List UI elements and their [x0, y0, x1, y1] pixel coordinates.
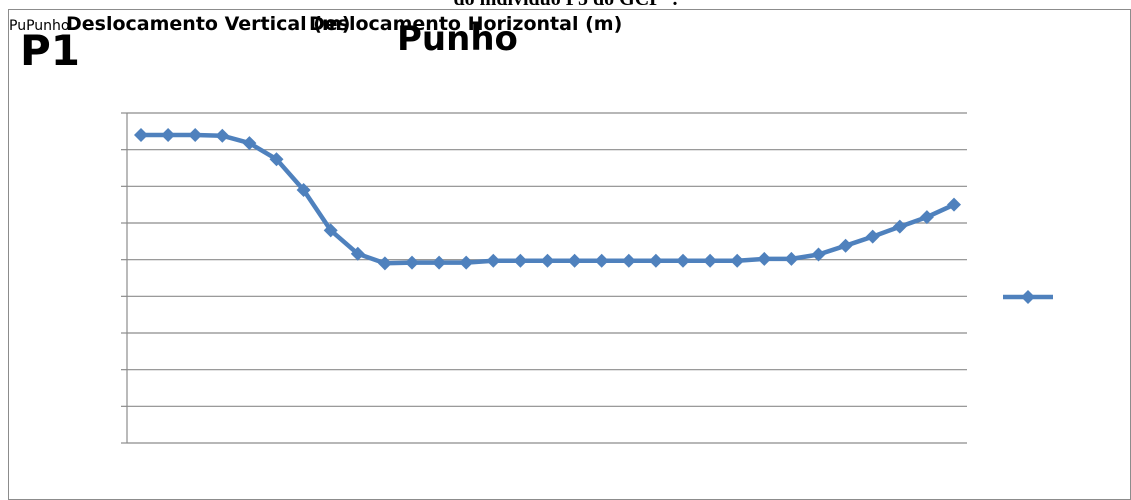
series-line: [141, 132, 955, 266]
data-point: [513, 253, 528, 268]
data-point: [811, 247, 826, 262]
data-point: [323, 223, 338, 238]
data-point: [757, 251, 772, 266]
data-point: [594, 253, 609, 268]
participant-label: P1: [20, 26, 81, 75]
data-point: [459, 255, 474, 270]
data-point: [947, 197, 961, 212]
vertical-displacement-label: Deslocamento Vertical (m): [66, 13, 351, 35]
horizontal-displacement-label: Deslocamento Horizontal (m): [309, 13, 623, 35]
data-point: [703, 253, 718, 268]
data-point: [405, 255, 419, 270]
data-point: [621, 253, 636, 268]
chart-title: Punho: [397, 19, 518, 59]
document-title-fragment: do indivíduo P5 do GCP".: [0, 0, 1131, 11]
data-point: [865, 229, 880, 244]
data-point: [838, 238, 853, 253]
data-point: [540, 253, 555, 268]
data-point: [161, 128, 176, 142]
data-point: [188, 128, 203, 142]
overlap-small-text: PuPunho: [9, 18, 70, 34]
data-point: [134, 128, 148, 142]
data-point: [919, 210, 934, 225]
data-point: [892, 219, 907, 234]
data-point: [215, 128, 230, 143]
legend-marker: [1021, 290, 1035, 304]
data-point: [784, 251, 799, 266]
data-point: [242, 136, 257, 151]
data-point: [486, 253, 501, 268]
data-point: [432, 255, 447, 270]
chart-frame: [8, 9, 1131, 500]
data-point: [269, 152, 284, 167]
data-point: [567, 253, 582, 268]
data-point: [377, 256, 392, 271]
data-point: [350, 246, 365, 261]
data-point: [730, 253, 745, 268]
data-point: [296, 183, 311, 197]
data-point: [648, 253, 663, 268]
data-point: [676, 253, 690, 268]
